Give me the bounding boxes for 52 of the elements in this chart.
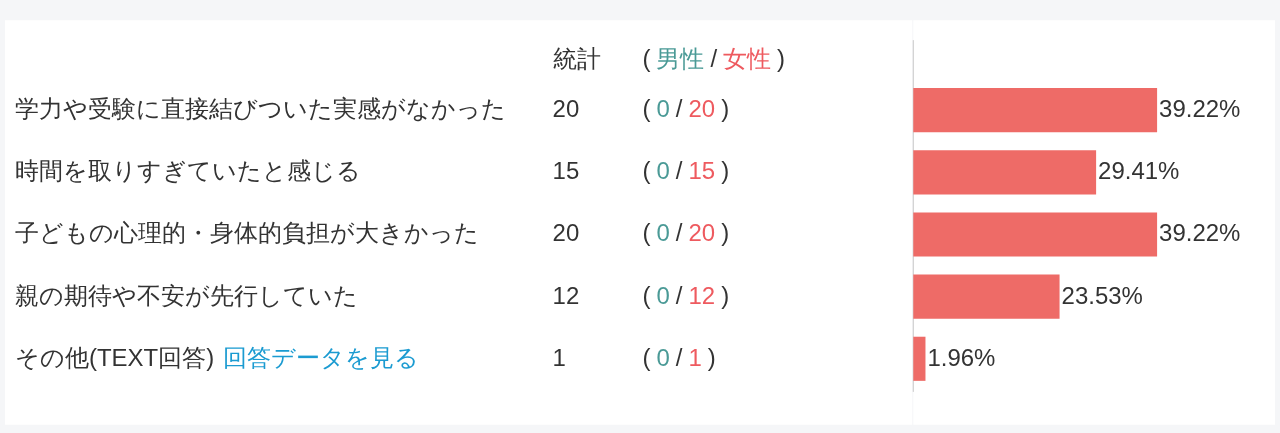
legend-label: 女性 bbox=[723, 45, 772, 73]
bar bbox=[913, 336, 926, 381]
category-label: その他(TEXT回答) bbox=[14, 343, 215, 371]
data-label: 15 bbox=[552, 157, 580, 185]
bar bbox=[913, 274, 1060, 319]
text: ) bbox=[707, 343, 716, 371]
data-label: 20 bbox=[552, 219, 580, 247]
text: ( bbox=[642, 45, 651, 73]
data-label: 20 bbox=[688, 219, 716, 247]
text: ( bbox=[642, 157, 651, 185]
data-label: 0 bbox=[656, 343, 670, 371]
data-label: 12 bbox=[688, 281, 716, 309]
text: / bbox=[675, 343, 683, 371]
data-label: 1 bbox=[688, 343, 702, 371]
data-label: 1 bbox=[552, 343, 566, 371]
text: 統計 bbox=[552, 45, 601, 73]
data-label: 0 bbox=[656, 219, 670, 247]
data-label: 39.22% bbox=[1159, 95, 1241, 123]
text: ( bbox=[642, 343, 651, 371]
data-label: 0 bbox=[656, 281, 670, 309]
data-label: 39.22% bbox=[1159, 219, 1241, 247]
category-label: 時間を取りすぎていたと感じる bbox=[14, 157, 361, 185]
legend-label: 男性 bbox=[656, 45, 705, 73]
data-label: 20 bbox=[688, 95, 716, 123]
data-label: 0 bbox=[656, 157, 670, 185]
bar bbox=[913, 212, 1158, 257]
category-label: 親の期待や不安が先行していた bbox=[14, 281, 358, 309]
data-label: 1.96% bbox=[927, 343, 996, 371]
data-label: 15 bbox=[688, 157, 716, 185]
category-label: 学力や受験に直接結びついた実感がなかった bbox=[14, 95, 506, 123]
text: 回答データを見る bbox=[222, 343, 419, 371]
text: ) bbox=[721, 157, 730, 185]
text: / bbox=[675, 95, 683, 123]
text: / bbox=[710, 45, 718, 73]
text: ) bbox=[721, 219, 730, 247]
data-label: 29.41% bbox=[1098, 157, 1180, 185]
data-label: 12 bbox=[552, 281, 580, 309]
text: ) bbox=[721, 95, 730, 123]
data-label: 23.53% bbox=[1061, 281, 1143, 309]
bar bbox=[913, 88, 1158, 133]
text: / bbox=[675, 219, 683, 247]
text: ( bbox=[642, 281, 651, 309]
category-label: 子どもの心理的・身体的負担が大きかった bbox=[14, 219, 479, 247]
text: / bbox=[675, 157, 683, 185]
text: ) bbox=[721, 281, 730, 309]
data-label: 0 bbox=[656, 95, 670, 123]
text: / bbox=[675, 281, 683, 309]
data-label: 20 bbox=[552, 95, 580, 123]
text: ( bbox=[642, 219, 651, 247]
text: ( bbox=[642, 95, 651, 123]
bar bbox=[913, 150, 1097, 195]
text: ) bbox=[777, 45, 786, 73]
